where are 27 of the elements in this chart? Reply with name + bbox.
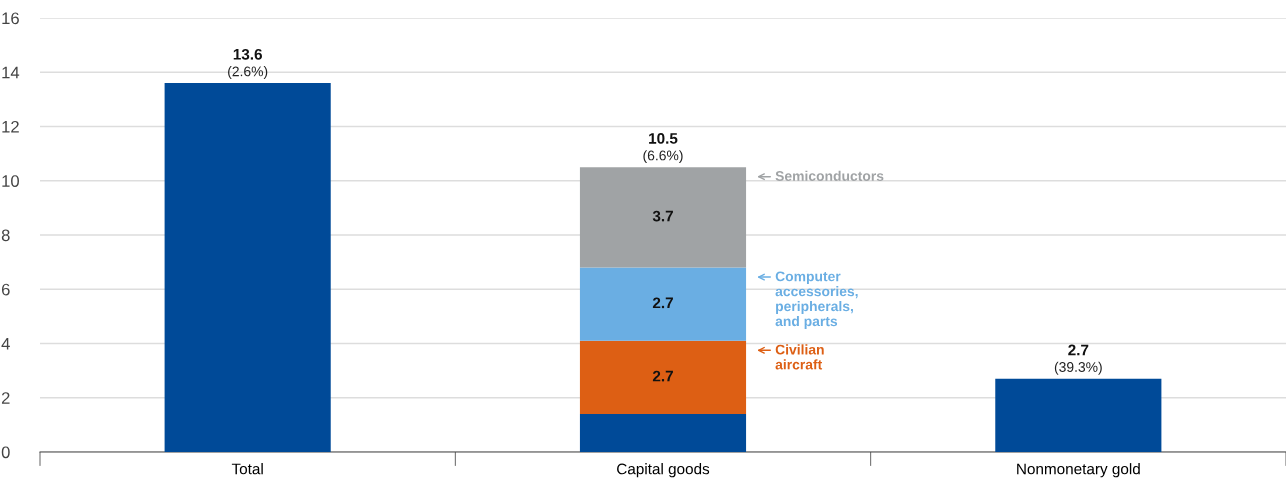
bar bbox=[164, 83, 331, 452]
x-tick-label: Capital goods bbox=[617, 463, 710, 478]
y-tick-label: 10 bbox=[2, 175, 19, 187]
y-tick-label: 16 bbox=[2, 12, 19, 25]
bar bbox=[579, 267, 747, 341]
bar bbox=[579, 414, 747, 452]
y-tick-label: 6 bbox=[1, 283, 10, 296]
x-tick-label: Nonmonetary gold bbox=[1017, 463, 1140, 478]
total-label: 2.7 (39.3%) bbox=[1054, 344, 1102, 375]
data-label: 2.7 bbox=[652, 297, 673, 309]
data-label: 3.7 bbox=[652, 210, 673, 222]
y-tick-label: 4 bbox=[1, 338, 10, 350]
bar bbox=[579, 167, 747, 268]
x-tick-label: Total bbox=[231, 463, 263, 475]
data-label: 2.7 bbox=[652, 370, 673, 382]
total-label: 13.6 (2.6%) bbox=[228, 48, 268, 80]
legend-label: Civilian aircraft bbox=[775, 344, 824, 370]
legend-label: Computer accessories, peripherals, and parts bbox=[775, 271, 858, 329]
y-tick-label: 14 bbox=[2, 66, 20, 79]
bar bbox=[995, 378, 1162, 452]
y-tick-label: 12 bbox=[2, 120, 19, 133]
y-tick-label: 0 bbox=[1, 446, 10, 459]
total-label: 10.5 (6.6%) bbox=[643, 133, 683, 164]
bar bbox=[579, 340, 747, 415]
y-tick-label: 8 bbox=[1, 229, 10, 242]
legend-label: Semiconductors bbox=[775, 170, 884, 181]
y-tick-label: 2 bbox=[1, 392, 10, 404]
